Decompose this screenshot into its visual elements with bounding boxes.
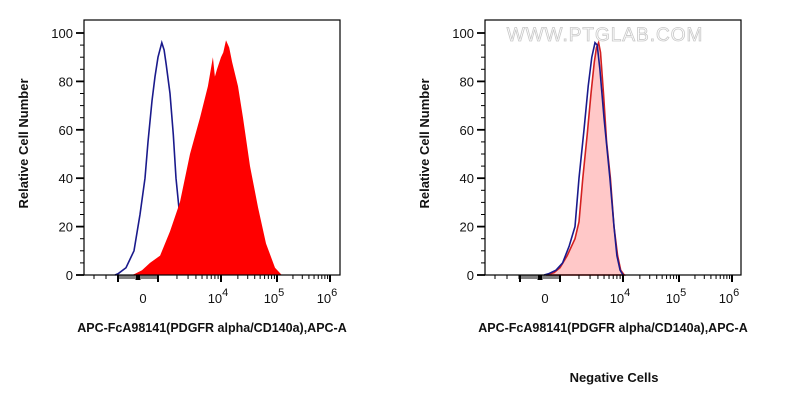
x-tick-exponent: 6 xyxy=(733,287,739,299)
x-tick-label: 104 xyxy=(610,287,631,306)
y-tick-label: 20 xyxy=(59,220,73,235)
histogram-filled-pdgfr-alpha-stained xyxy=(132,40,282,275)
x-tick-base: 10 xyxy=(208,291,222,306)
x-tick-exponent: 4 xyxy=(222,287,228,299)
y-axis: 0 20 40 60 80 100 xyxy=(51,26,84,283)
y-tick-label: 40 xyxy=(59,171,73,186)
x-tick-label: 0 xyxy=(139,291,146,306)
x-axis: 0 104 105 106 xyxy=(93,275,338,306)
x-tick-base: 10 xyxy=(610,291,624,306)
x-tick-label: 105 xyxy=(666,287,687,306)
x-axis-label: APC-FcA98141(PDGFR alpha/CD140a),APC-A xyxy=(77,321,347,335)
y-axis-label: Relative Cell Number xyxy=(16,78,31,208)
y-tick-label: 100 xyxy=(452,26,474,41)
x-tick-base: 0 xyxy=(541,291,548,306)
x-tick-base: 10 xyxy=(317,291,331,306)
y-tick-label: 60 xyxy=(460,123,474,138)
panel-caption: Negative Cells xyxy=(570,370,659,385)
watermark: WWW.PTGLAB.COM xyxy=(507,25,704,46)
x-tick-base: 10 xyxy=(264,291,278,306)
y-tick-label: 0 xyxy=(467,268,474,283)
x-axis: 0 104 105 106 xyxy=(494,275,740,306)
y-tick-label: 80 xyxy=(460,74,474,89)
y-tick-label: 40 xyxy=(460,171,474,186)
y-tick-label: 0 xyxy=(66,268,73,283)
x-tick-base: 10 xyxy=(719,291,733,306)
y-tick-label: 80 xyxy=(59,74,73,89)
y-axis: 0 20 40 60 80 100 xyxy=(452,26,485,283)
x-tick-label: 105 xyxy=(264,287,285,306)
x-tick-exponent: 4 xyxy=(624,287,630,299)
x-tick-exponent: 6 xyxy=(331,287,337,299)
y-axis-label: Relative Cell Number xyxy=(417,78,432,208)
x-axis-label: APC-FcA98141(PDGFR alpha/CD140a),APC-A xyxy=(478,321,748,335)
x-tick-base: 0 xyxy=(139,291,146,306)
x-tick-exponent: 5 xyxy=(680,287,686,299)
histogram-line-isotype-control xyxy=(543,41,624,276)
x-tick-exponent: 5 xyxy=(278,287,284,299)
x-tick-label: 106 xyxy=(317,287,338,306)
x-tick-base: 10 xyxy=(666,291,680,306)
y-tick-label: 20 xyxy=(460,220,474,235)
plot-frame xyxy=(83,19,341,276)
histogram-filled-stained xyxy=(545,40,626,276)
x-tick-label: 0 xyxy=(541,291,548,306)
x-tick-label: 104 xyxy=(208,287,229,306)
y-tick-label: 100 xyxy=(51,26,73,41)
y-tick-label: 60 xyxy=(59,123,73,138)
x-tick-label: 106 xyxy=(719,287,740,306)
